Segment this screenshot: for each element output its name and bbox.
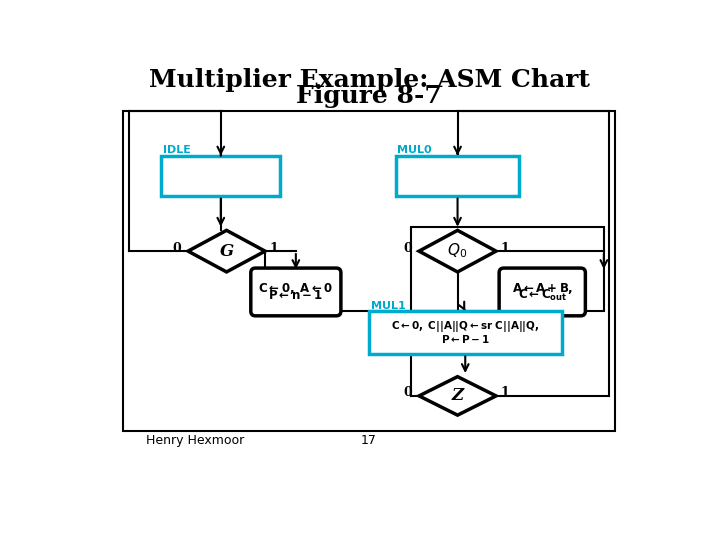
Text: $Q_0$: $Q_0$ (448, 242, 467, 260)
FancyBboxPatch shape (251, 268, 341, 316)
Text: Henry Hexmoor: Henry Hexmoor (145, 434, 244, 447)
Polygon shape (419, 231, 496, 272)
Text: $\mathbf{C\leftarrow 0,\ C||A||Q\leftarrow sr\ C||A||Q,}$: $\mathbf{C\leftarrow 0,\ C||A||Q\leftarr… (391, 319, 539, 334)
Bar (122, 111, 616, 430)
Text: $\mathbf{P\leftarrow n-1}$: $\mathbf{P\leftarrow n-1}$ (269, 289, 323, 302)
Bar (369, 311, 562, 354)
Text: MUL0: MUL0 (397, 145, 432, 156)
FancyBboxPatch shape (499, 268, 585, 316)
Text: 1: 1 (501, 241, 510, 254)
Polygon shape (419, 377, 496, 415)
Text: $\mathbf{P\leftarrow P-1}$: $\mathbf{P\leftarrow P-1}$ (441, 333, 490, 345)
Text: IDLE: IDLE (163, 145, 191, 156)
Text: 17: 17 (361, 434, 377, 447)
Text: Z: Z (451, 387, 464, 404)
Text: $\mathbf{C\leftarrow 0,\ A\leftarrow 0}$: $\mathbf{C\leftarrow 0,\ A\leftarrow 0}$ (258, 281, 333, 296)
Text: 0: 0 (403, 241, 412, 254)
Text: $\mathbf{A\leftarrow A+B,}$: $\mathbf{A\leftarrow A+B,}$ (511, 281, 573, 296)
Bar (411, 226, 604, 311)
Text: G: G (220, 242, 234, 260)
Text: 0: 0 (403, 386, 412, 399)
Text: 1: 1 (501, 386, 510, 399)
Polygon shape (188, 231, 265, 272)
Bar (161, 156, 281, 195)
Text: MUL1: MUL1 (371, 301, 405, 311)
Bar (396, 156, 519, 195)
Text: 0: 0 (172, 241, 181, 254)
Text: Multiplier Example: ASM Chart: Multiplier Example: ASM Chart (148, 68, 590, 92)
Text: 1: 1 (270, 241, 279, 254)
Text: $\mathbf{C\leftarrow C_{out}}$: $\mathbf{C\leftarrow C_{out}}$ (518, 288, 567, 303)
Text: Figure 8-7: Figure 8-7 (296, 84, 442, 107)
